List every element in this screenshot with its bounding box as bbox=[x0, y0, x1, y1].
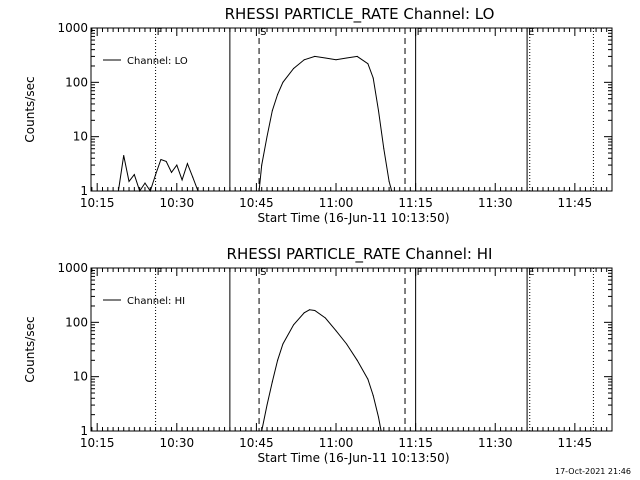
data-point bbox=[293, 324, 295, 326]
x-tick-label: 10:15 bbox=[80, 196, 115, 210]
data-point bbox=[139, 190, 141, 192]
data-point bbox=[271, 110, 273, 112]
event-marker-label: E bbox=[528, 27, 534, 38]
data-point bbox=[303, 312, 305, 314]
y-axis-title: Counts/sec bbox=[23, 316, 37, 382]
data-point bbox=[282, 81, 284, 83]
x-tick-label: 10:30 bbox=[160, 196, 195, 210]
data-point bbox=[176, 164, 178, 166]
data-point bbox=[303, 59, 305, 61]
series-line bbox=[261, 309, 382, 432]
data-point bbox=[149, 190, 151, 192]
data-point bbox=[324, 317, 326, 319]
y-tick-label: 10 bbox=[73, 370, 88, 384]
x-tick-label: 11:15 bbox=[398, 196, 433, 210]
data-point bbox=[377, 110, 379, 112]
data-point bbox=[372, 77, 374, 79]
data-point bbox=[277, 93, 279, 95]
x-tick-label: 11:30 bbox=[478, 196, 513, 210]
data-point bbox=[377, 416, 379, 418]
x-tick-label: 11:00 bbox=[319, 436, 354, 450]
data-point bbox=[133, 174, 135, 176]
data-point bbox=[293, 67, 295, 69]
data-point bbox=[346, 343, 348, 345]
y-tick-label: 10 bbox=[73, 130, 88, 144]
data-point bbox=[165, 160, 167, 162]
legend-label: Channel: HI bbox=[127, 296, 185, 307]
data-point bbox=[117, 190, 119, 192]
plot-frame bbox=[90, 267, 613, 432]
data-point bbox=[192, 176, 194, 178]
x-axis-title: Start Time (16-Jun-11 10:13:50) bbox=[258, 211, 450, 225]
y-tick-label: 100 bbox=[65, 315, 88, 329]
data-point bbox=[282, 343, 284, 345]
data-point bbox=[197, 190, 199, 192]
x-tick-label: 11:45 bbox=[558, 196, 593, 210]
data-point bbox=[367, 63, 369, 65]
data-point bbox=[383, 148, 385, 150]
chart-panel-hi: RHESSI PARTICLE_RATE Channel: HI 1 10 100 10… bbox=[23, 245, 613, 465]
data-point bbox=[155, 174, 157, 176]
event-marker-label: S bbox=[260, 27, 266, 38]
event-marker-label: S bbox=[260, 267, 266, 278]
event-marker-label: F bbox=[417, 267, 423, 278]
series-line bbox=[117, 55, 393, 193]
x-tick-label: 11:45 bbox=[558, 436, 593, 450]
x-tick-label: 11:00 bbox=[319, 196, 354, 210]
data-point bbox=[372, 395, 374, 397]
x-tick-label: 10:30 bbox=[160, 436, 195, 450]
data-point bbox=[324, 57, 326, 59]
data-point bbox=[356, 359, 358, 361]
data-point bbox=[266, 404, 268, 406]
x-tick-label: 10:45 bbox=[239, 436, 274, 450]
data-point bbox=[186, 163, 188, 165]
data-point bbox=[261, 430, 263, 432]
y-tick-label: 1 bbox=[80, 424, 88, 438]
data-point bbox=[335, 59, 337, 61]
y-tick-label: 1 bbox=[80, 184, 88, 198]
x-tick-label: 11:30 bbox=[478, 436, 513, 450]
data-point bbox=[258, 190, 260, 192]
data-point bbox=[314, 310, 316, 312]
event-marker-label: E bbox=[528, 267, 534, 278]
data-point bbox=[367, 378, 369, 380]
footer-timestamp: 17-Oct-2021 21:46 bbox=[555, 467, 631, 476]
x-tick-label: 10:45 bbox=[239, 196, 274, 210]
data-point bbox=[266, 136, 268, 138]
data-point bbox=[391, 190, 393, 192]
data-point bbox=[388, 180, 390, 182]
data-point bbox=[261, 164, 263, 166]
data-point bbox=[170, 171, 172, 173]
data-point bbox=[314, 55, 316, 57]
data-point bbox=[335, 330, 337, 332]
data-point bbox=[271, 381, 273, 383]
chart-title: RHESSI PARTICLE_RATE Channel: HI bbox=[227, 245, 493, 264]
event-marker-label: F bbox=[157, 267, 163, 278]
data-point bbox=[308, 309, 310, 311]
data-point bbox=[128, 180, 130, 182]
data-point bbox=[144, 182, 146, 184]
y-axis-title: Counts/sec bbox=[23, 76, 37, 142]
legend-label: Channel: LO bbox=[127, 56, 188, 67]
data-point bbox=[123, 155, 125, 157]
chart-panel-lo: RHESSI PARTICLE_RATE Channel: LO 1 10 100 10… bbox=[23, 5, 613, 225]
event-marker-label: F bbox=[417, 27, 423, 38]
data-point bbox=[181, 179, 183, 181]
data-point bbox=[356, 55, 358, 57]
chart-title: RHESSI PARTICLE_RATE Channel: LO bbox=[225, 5, 495, 24]
x-axis-title: Start Time (16-Jun-11 10:13:50) bbox=[258, 451, 450, 465]
data-point bbox=[277, 359, 279, 361]
y-tick-label: 1000 bbox=[57, 261, 88, 275]
data-point bbox=[160, 158, 162, 160]
y-tick-label: 100 bbox=[65, 75, 88, 89]
x-tick-label: 10:15 bbox=[80, 436, 115, 450]
x-tick-label: 11:15 bbox=[398, 436, 433, 450]
event-marker-label: F bbox=[157, 27, 163, 38]
y-tick-label: 1000 bbox=[57, 21, 88, 35]
data-point bbox=[380, 430, 382, 432]
data-point bbox=[346, 57, 348, 59]
